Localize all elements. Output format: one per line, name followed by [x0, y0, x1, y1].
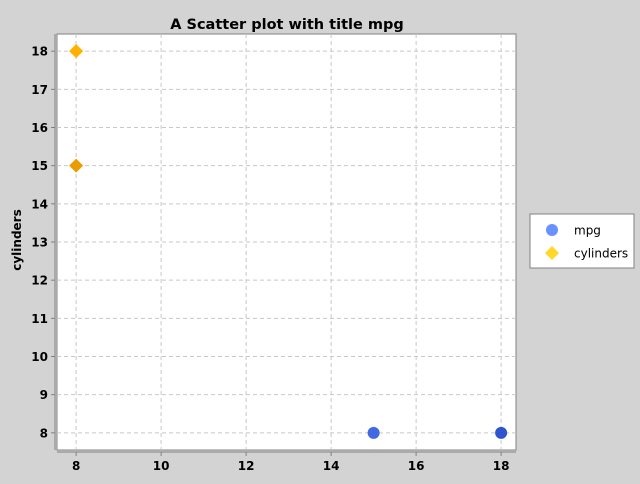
- x-tick-label: 8: [72, 459, 80, 473]
- point-cylinders-1: [69, 158, 84, 173]
- point-mpg-0: [367, 426, 380, 439]
- y-tick-label: 17: [31, 83, 48, 97]
- point-cylinders-0: [69, 44, 84, 59]
- x-tick-label: 10: [153, 459, 170, 473]
- point-mpg-1: [495, 426, 508, 439]
- chart-title: A Scatter plot with title mpg: [170, 17, 404, 33]
- data-points: [69, 44, 508, 439]
- legend-box: [529, 213, 635, 269]
- legend-marker-cylinders: [545, 246, 559, 260]
- gridlines: [57, 34, 516, 450]
- x-tick-label: 18: [493, 459, 510, 473]
- legend-items: mpg cylinders: [545, 224, 628, 261]
- y-tick-label: 9: [40, 388, 48, 402]
- y-axis-label: cylinders: [10, 209, 24, 271]
- legend-marker-mpg: [546, 224, 558, 236]
- y-tick-label: 11: [31, 312, 48, 326]
- x-tick-label: 12: [238, 459, 255, 473]
- y-tick-label: 8: [40, 426, 48, 440]
- legend: mpg cylinders: [529, 213, 635, 269]
- y-tick-label: 13: [31, 236, 48, 250]
- plot-area: [56, 33, 517, 451]
- x-tick-label: 14: [323, 459, 340, 473]
- y-tick-label: 14: [31, 197, 48, 211]
- y-tick-label: 15: [31, 159, 48, 173]
- x-tick-label: 16: [408, 459, 425, 473]
- axes: 8 10 12 14 16 18 8 9 10 11 12 13 14 15 16 17 18: [31, 34, 516, 473]
- legend-label-mpg: mpg: [574, 224, 601, 238]
- y-tick-label: 12: [31, 274, 48, 288]
- legend-label-cylinders: cylinders: [574, 247, 628, 261]
- y-tick-label: 10: [31, 350, 48, 364]
- y-tick-label: 16: [31, 121, 48, 135]
- y-tick-label: 18: [31, 45, 48, 59]
